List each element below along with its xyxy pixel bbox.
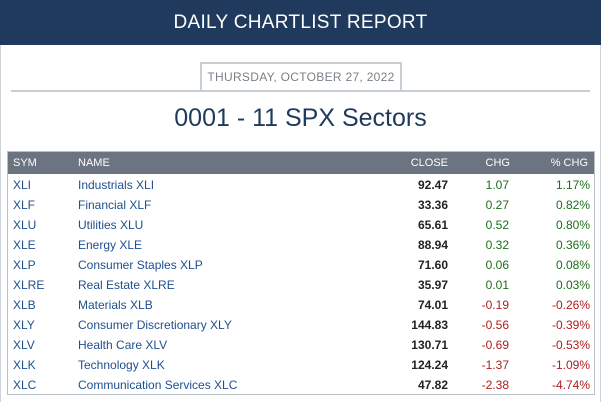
percent-change-value: -1.09% [551,358,590,372]
report-header: DAILY CHARTLIST REPORT [0,0,601,45]
change-value: 0.27 [485,198,509,212]
change-value: -0.69 [481,338,509,352]
close-value: 74.01 [417,298,448,312]
change-value: 0.32 [485,238,509,252]
symbol-link[interactable]: XLB [13,298,36,312]
column-header-sym[interactable]: SYM [13,157,37,169]
table-row[interactable]: XLRE Real Estate XLRE 35.97 0.01 0.03% [8,275,594,295]
close-value: 92.47 [417,178,448,192]
symbol-link[interactable]: XLK [13,358,36,372]
date-divider [11,90,590,92]
name-link[interactable]: Technology XLK [78,358,165,372]
name-link[interactable]: Health Care XLV [78,338,168,352]
percent-change-value: -0.26% [551,298,590,312]
chartlist-title: 0001 - 11 SPX Sectors [174,104,427,132]
percent-change-value: 0.08% [555,258,590,272]
symbol-link[interactable]: XLI [13,178,32,192]
table-row[interactable]: XLY Consumer Discretionary XLY 144.83 -0.56… [8,315,594,335]
close-value: 35.97 [417,278,448,292]
table-row[interactable]: XLF Financial XLF 33.36 0.27 0.82% [8,195,594,215]
table-row[interactable]: XLI Industrials XLI 92.47 1.07 1.17% [8,175,594,195]
name-link[interactable]: Materials XLB [78,298,153,312]
sector-table: SYM NAME CLOSE CHG % CHG XLI Industrials … [7,151,595,395]
close-value: 47.82 [417,378,448,392]
percent-change-value: -0.39% [551,318,590,332]
close-value: 71.60 [417,258,448,272]
symbol-link[interactable]: XLE [13,238,36,252]
table-row[interactable]: XLE Energy XLE 88.94 0.32 0.36% [8,235,594,255]
symbol-link[interactable]: XLP [13,258,36,272]
percent-change-value: 1.17% [555,178,590,192]
symbol-link[interactable]: XLV [13,338,35,352]
column-header-close[interactable]: CLOSE [410,157,448,169]
table-row[interactable]: XLK Technology XLK 124.24 -1.37 -1.09% [8,355,594,375]
change-value: 0.52 [485,218,509,232]
column-header-name[interactable]: NAME [78,157,110,169]
table-row[interactable]: XLV Health Care XLV 130.71 -0.69 -0.53% [8,335,594,355]
change-value: -1.37 [481,358,509,372]
report-date: THURSDAY, OCTOBER 27, 2022 [207,70,395,84]
change-value: -0.19 [481,298,509,312]
symbol-link[interactable]: XLRE [13,278,45,292]
symbol-link[interactable]: XLU [13,218,37,232]
close-value: 124.24 [411,358,448,372]
report-date-tab: THURSDAY, OCTOBER 27, 2022 [200,62,402,90]
name-link[interactable]: Communication Services XLC [78,378,238,392]
name-link[interactable]: Financial XLF [78,198,152,212]
name-link[interactable]: Energy XLE [78,238,143,252]
percent-change-value: -0.53% [551,338,590,352]
symbol-link[interactable]: XLY [13,318,35,332]
column-header-pct-chg[interactable]: % CHG [550,157,588,169]
column-header-chg[interactable]: CHG [485,157,510,169]
close-value: 130.71 [411,338,448,352]
table-row[interactable]: XLU Utilities XLU 65.61 0.52 0.80% [8,215,594,235]
percent-change-value: 0.36% [555,238,590,252]
close-value: 144.83 [411,318,448,332]
name-link[interactable]: Consumer Staples XLP [78,258,203,272]
change-value: 0.01 [485,278,509,292]
table-header: SYM NAME CLOSE CHG % CHG [8,152,594,174]
table-row[interactable]: XLP Consumer Staples XLP 71.60 0.06 0.08% [8,255,594,275]
percent-change-value: 0.80% [555,218,590,232]
percent-change-value: -4.74% [551,378,590,392]
change-value: 0.06 [485,258,509,272]
table-row[interactable]: XLB Materials XLB 74.01 -0.19 -0.26% [8,295,594,315]
percent-change-value: 0.82% [555,198,590,212]
name-link[interactable]: Consumer Discretionary XLY [78,318,232,332]
name-link[interactable]: Utilities XLU [78,218,144,232]
percent-change-value: 0.03% [555,278,590,292]
change-value: -0.56 [481,318,509,332]
close-value: 88.94 [417,238,448,252]
change-value: -2.38 [481,378,509,392]
close-value: 33.36 [417,198,448,212]
close-value: 65.61 [417,218,448,232]
report-header-title: DAILY CHARTLIST REPORT [173,11,428,33]
name-link[interactable]: Industrials XLI [78,178,155,192]
symbol-link[interactable]: XLC [13,378,37,392]
name-link[interactable]: Real Estate XLRE [78,278,175,292]
change-value: 1.07 [485,178,509,192]
table-row[interactable]: XLC Communication Services XLC 47.82 -2.38 -… [8,375,594,395]
symbol-link[interactable]: XLF [13,198,36,212]
